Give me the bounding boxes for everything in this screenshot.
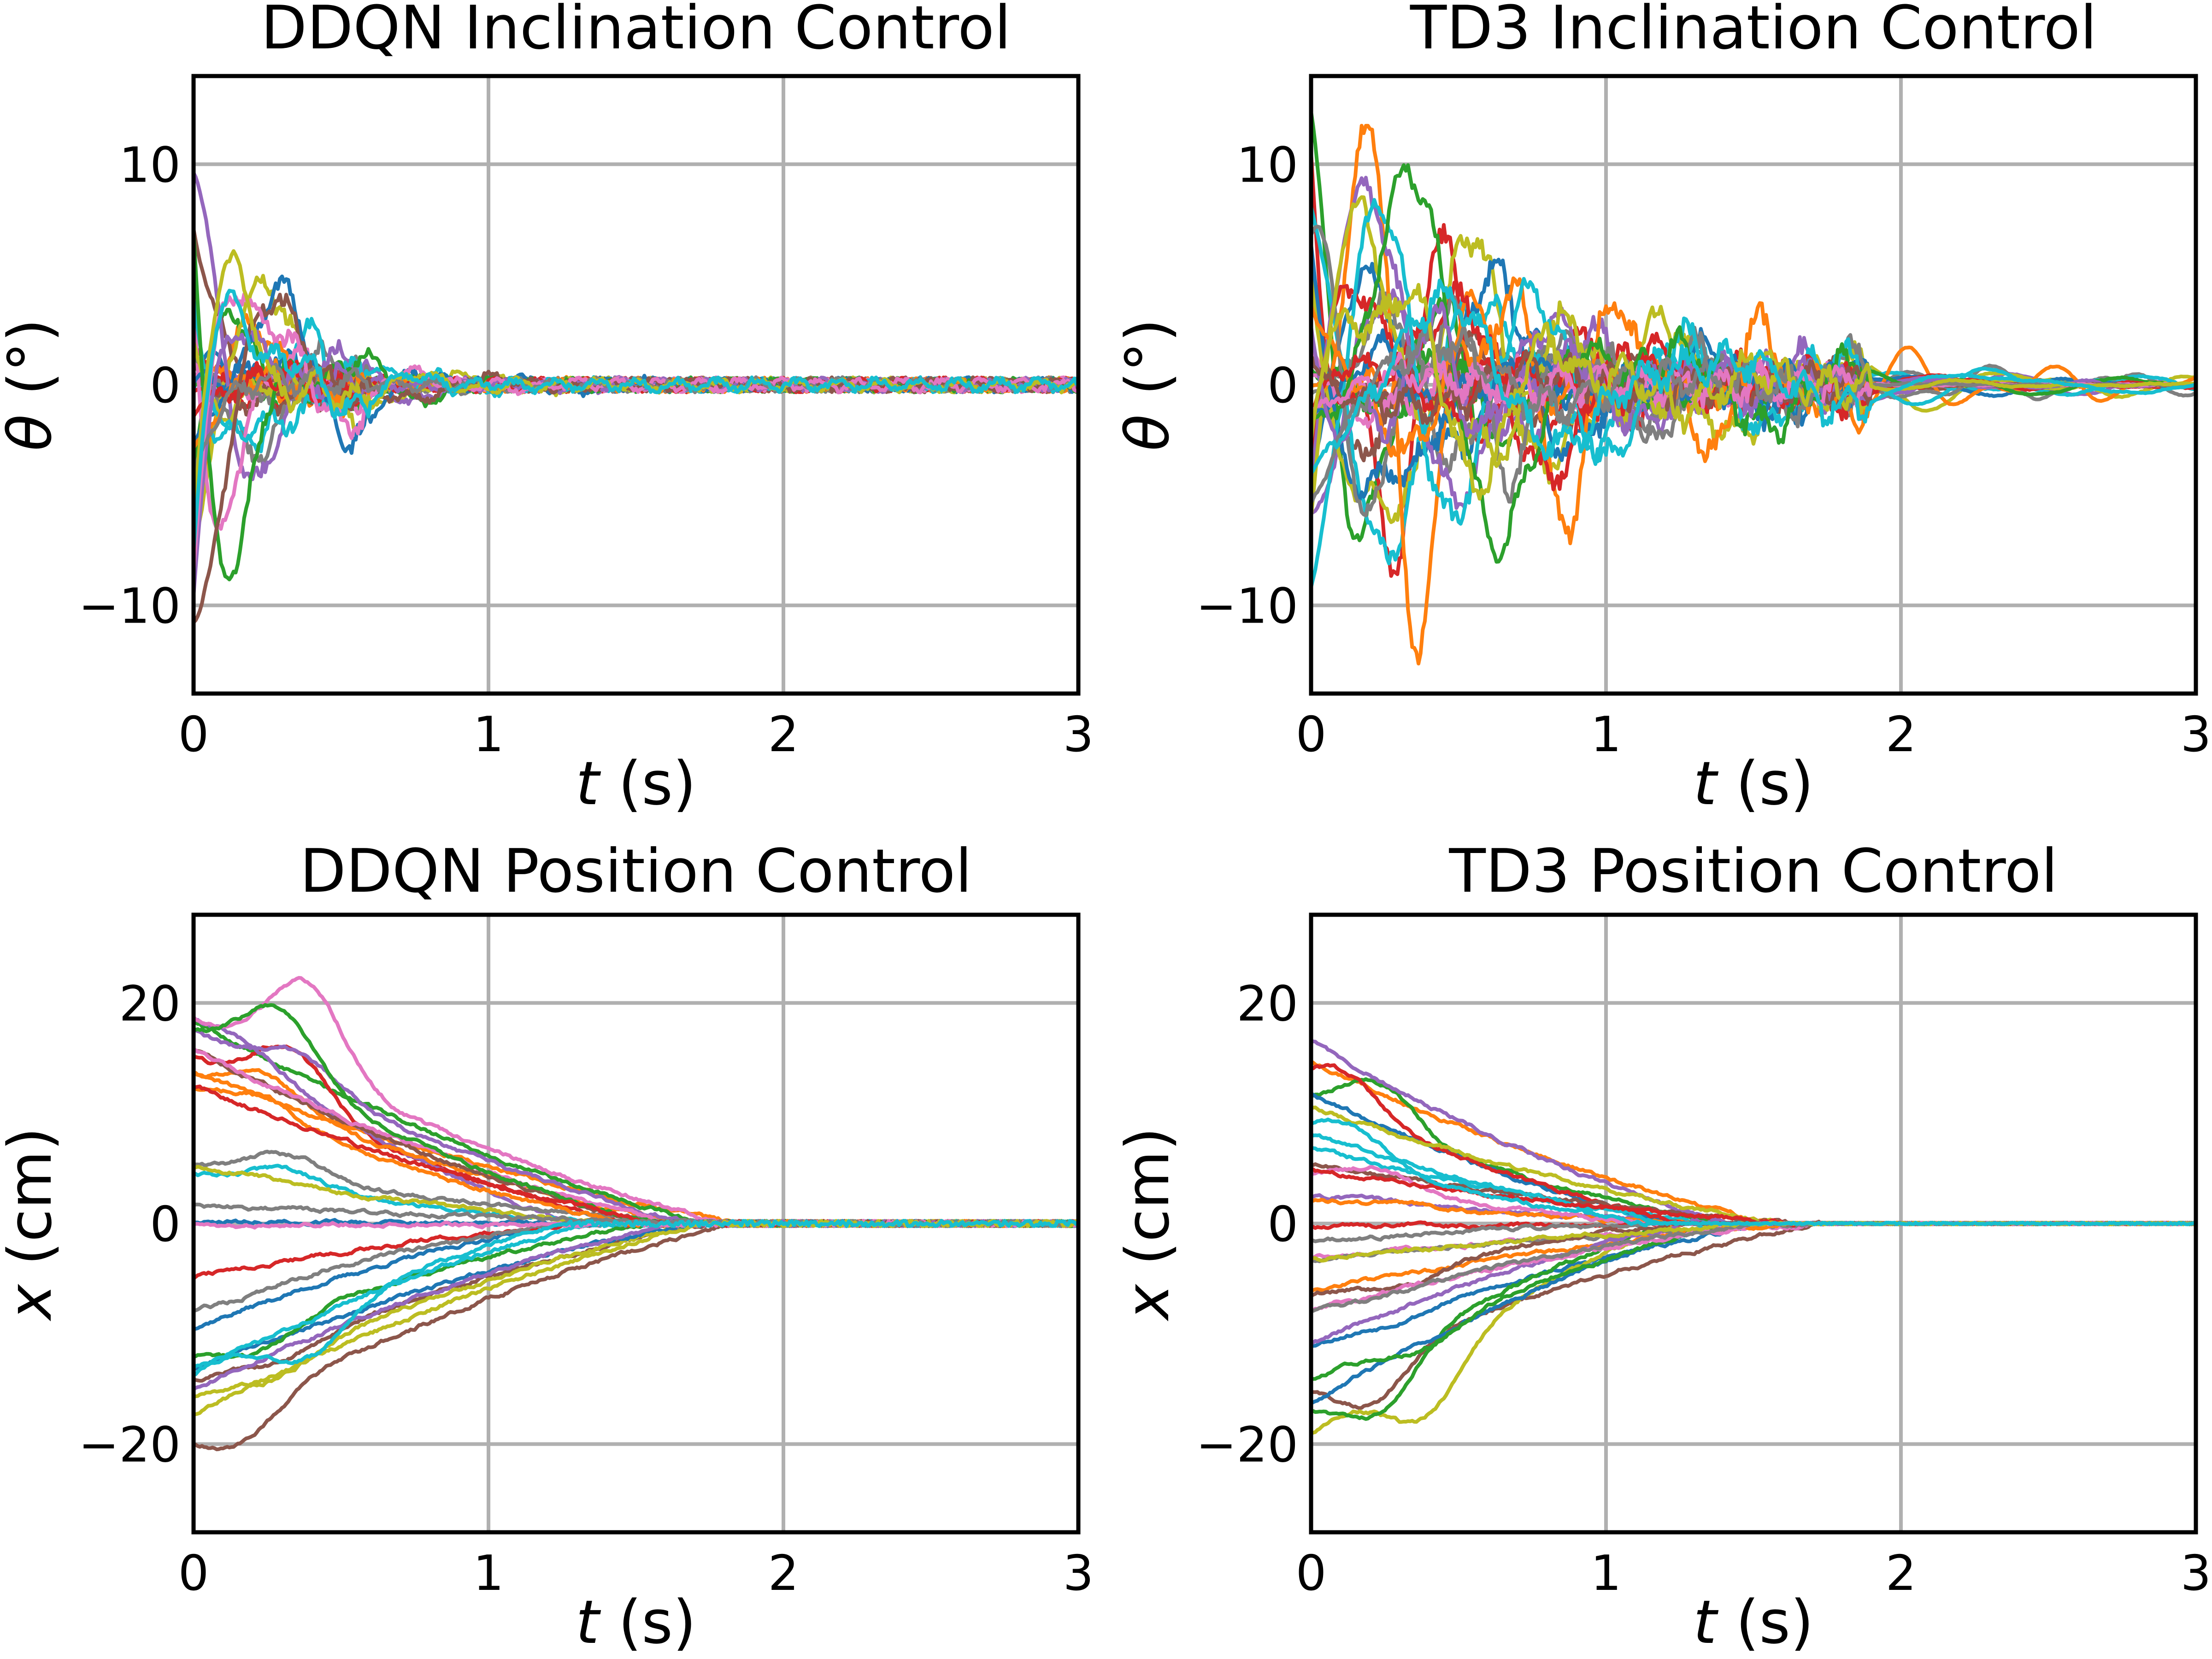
panel-td3-position: TD3 Position Control 0 1 2 3 −20 0 20 t (s) x … [1112,836,2211,1657]
series-line [194,274,1078,553]
x-tick-label: 3 [1063,706,1094,763]
x-tick-label: 1 [1591,706,1622,763]
tick-labels: 0 1 2 3 −10 0 10 [1196,137,2211,763]
series-line [194,313,1078,540]
series-line [1311,1220,2196,1421]
series-line [194,1020,1078,1228]
axes-frame [191,912,1081,1535]
series-line [194,171,1078,482]
x-axis-label: t (s) [576,748,696,818]
tick-labels: 0 1 2 3 −20 0 20 [78,976,1094,1601]
y-axis-label: θ (°) [1112,318,1182,451]
x-tick-label: 2 [768,706,799,763]
x-tick-label: 0 [1296,1545,1327,1601]
series-line [194,293,1078,624]
tick-labels: 0 1 2 3 −20 0 20 [1196,976,2211,1601]
panel-title: TD3 Position Control [1449,836,2058,906]
y-tick-label: −20 [1196,1417,1298,1473]
series-line [194,1219,1078,1377]
x-tick-label: 2 [1886,1545,1917,1601]
x-tick-label: 0 [178,706,209,763]
y-tick-label: 10 [119,137,181,193]
series-group [1311,1038,2196,1435]
y-tick-label: −10 [78,578,181,635]
x-axis-label: t (s) [1693,748,1813,818]
series-line [194,288,1078,553]
x-tick-label: 2 [1886,706,1917,763]
panel-ddqn-inclination: DDQN Inclination Control 0 1 2 3 −10 0 10 t (s… [0,0,1094,818]
y-tick-label: 0 [150,358,181,414]
series-line [194,292,1078,574]
panel-title: DDQN Inclination Control [261,0,1011,63]
y-tick-label: −10 [1196,578,1298,635]
y-axis-label: x (cm) [0,1127,65,1322]
panel-ddqn-position: DDQN Position Control 0 1 2 3 −20 0 20 t (s) x… [0,836,1094,1657]
axes-frame [1309,912,2198,1535]
y-tick-label: 0 [1267,358,1298,414]
series-line [194,1071,1078,1228]
series-line [1311,278,2196,476]
x-axis-label: t (s) [576,1587,696,1657]
x-tick-label: 1 [473,1545,504,1601]
y-axis-label: x (cm) [1112,1127,1182,1322]
panel-title: DDQN Position Control [300,836,972,906]
y-tick-label: 20 [1236,976,1298,1032]
tick-labels: 0 1 2 3 −10 0 10 [78,137,1094,763]
axes-frame [191,74,1081,696]
x-tick-label: 3 [2181,1545,2212,1601]
series-group [194,171,1078,624]
y-tick-label: 0 [1267,1196,1298,1253]
series-group [1311,109,2196,665]
x-tick-label: 3 [1063,1545,1094,1601]
y-tick-label: 10 [1236,137,1298,193]
x-tick-label: 0 [1296,706,1327,763]
panel-title: TD3 Inclination Control [1410,0,2097,63]
x-tick-label: 1 [1591,1545,1622,1601]
series-line [1311,1118,2196,1227]
x-tick-label: 2 [768,1545,799,1601]
axes-frame [1309,74,2198,696]
y-tick-label: 20 [119,976,181,1032]
x-tick-label: 0 [178,1545,209,1601]
y-axis-label: θ (°) [0,318,65,451]
series-line [194,1017,1078,1228]
x-tick-label: 3 [2181,706,2212,763]
y-tick-label: 0 [150,1196,181,1253]
panel-td3-inclination: TD3 Inclination Control 0 1 2 3 −10 0 10 t (s)… [1112,0,2211,818]
series-line [1311,1221,2196,1348]
x-axis-label: t (s) [1693,1587,1813,1657]
series-group [194,976,1078,1452]
x-tick-label: 1 [473,706,504,763]
y-tick-label: −20 [78,1417,181,1473]
